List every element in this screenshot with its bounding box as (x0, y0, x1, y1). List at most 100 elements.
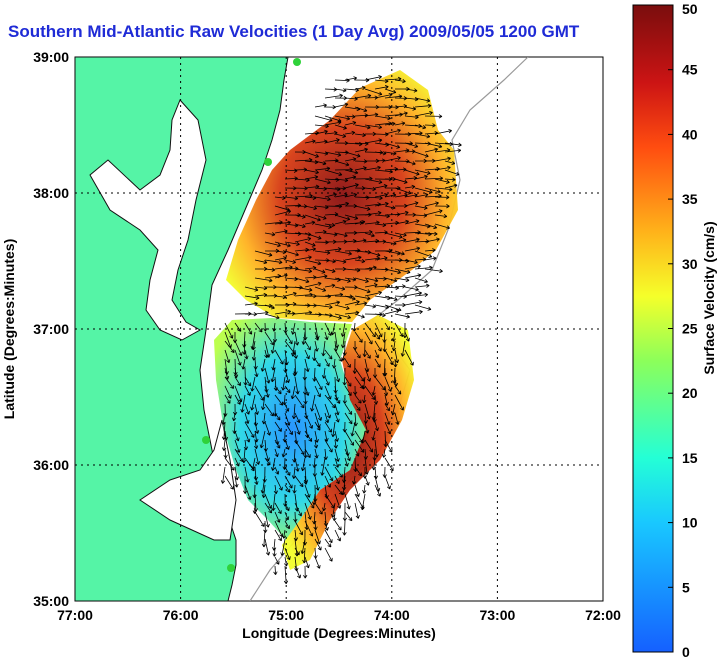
velocity-arrow (324, 403, 332, 419)
velocity-arrow (294, 565, 302, 579)
velocity-arrow (244, 349, 249, 360)
velocity-arrow (324, 358, 330, 367)
velocity-arrow (224, 340, 235, 354)
velocity-arrow (334, 493, 342, 509)
velocity-arrow (373, 394, 379, 405)
y-tick-label: 39:00 (33, 49, 69, 65)
velocity-arrow (344, 430, 355, 446)
velocity-arrow (391, 340, 397, 352)
velocity-arrow (354, 147, 368, 153)
velocity-arrow (274, 556, 280, 565)
velocity-arrow (424, 268, 443, 274)
velocity-arrow (334, 403, 340, 416)
velocity-arrow (354, 277, 369, 284)
velocity-arrow (264, 511, 270, 528)
velocity-arrow (290, 385, 296, 400)
velocity-arrow (304, 139, 316, 144)
velocity-arrow (274, 421, 282, 432)
velocity-arrow (384, 412, 391, 425)
velocity-arrow (260, 358, 266, 372)
velocity-arrow (404, 286, 419, 292)
velocity-arrow (292, 448, 297, 463)
velocity-arrow (234, 322, 242, 332)
velocity-arrow (424, 176, 444, 181)
velocity-arrow (270, 457, 276, 471)
velocity-arrow (280, 538, 286, 556)
velocity-arrow (394, 178, 408, 184)
velocity-arrow (364, 475, 370, 486)
velocity-arrow (291, 340, 296, 357)
velocity-arrow (434, 165, 451, 171)
velocity-arrow (304, 520, 314, 537)
velocity-arrow (354, 313, 365, 319)
velocity-arrow (224, 349, 231, 364)
velocity-arrow (334, 367, 341, 383)
velocity-arrow (224, 322, 234, 339)
velocity-arrow (384, 205, 396, 210)
velocity-arrow (274, 511, 281, 523)
velocity-arrow (354, 286, 371, 294)
velocity-arrow (261, 394, 266, 411)
velocity-arrow (244, 376, 252, 387)
velocity-arrow (334, 394, 341, 404)
velocity-arrow (264, 502, 273, 514)
velocity-arrow (334, 412, 340, 423)
velocity-arrow (384, 142, 401, 149)
velocity-arrow (294, 421, 301, 435)
velocity-arrow (223, 448, 228, 459)
velocity-arrow (314, 556, 321, 569)
velocity-arrow (244, 322, 253, 335)
velocity-arrow (394, 268, 411, 274)
velocity-arrow (414, 110, 433, 117)
velocity-arrow (274, 466, 280, 475)
velocity-arrow (244, 295, 260, 300)
velocity-arrow (344, 169, 359, 175)
x-tick-label: 77:00 (57, 607, 93, 623)
velocity-arrow (394, 232, 407, 237)
velocity-arrow (324, 385, 332, 400)
velocity-arrow (314, 178, 331, 185)
velocity-arrow (334, 294, 354, 299)
velocity-arrow (314, 331, 320, 341)
velocity-arrow (393, 376, 399, 387)
velocity-arrow (344, 493, 351, 510)
station-marker (264, 158, 272, 166)
velocity-arrow (342, 502, 348, 522)
velocity-arrow (354, 394, 362, 404)
velocity-arrow (374, 201, 389, 207)
velocity-arrow (344, 192, 358, 198)
velocity-arrow (284, 367, 291, 384)
velocity-arrow (284, 291, 297, 297)
velocity-arrow (354, 166, 367, 171)
velocity-arrow (344, 376, 352, 387)
velocity-arrow (314, 448, 319, 459)
velocity-arrow (354, 258, 366, 264)
velocity-arrow (374, 313, 386, 318)
velocity-arrow (324, 421, 332, 433)
velocity-arrow (362, 340, 367, 357)
velocity-arrow (324, 538, 332, 548)
colorbar-tick-label: 15 (682, 450, 698, 466)
velocity-arrow (244, 286, 259, 292)
velocity-arrow (304, 484, 311, 498)
velocity-arrow (404, 291, 422, 297)
velocity-arrow (384, 309, 400, 315)
velocity-arrow (324, 394, 336, 409)
velocity-arrow (353, 385, 358, 396)
velocity-arrow (364, 186, 376, 192)
velocity-arrow (284, 241, 300, 247)
velocity-arrow (384, 295, 398, 302)
velocity-arrow (404, 259, 418, 265)
velocity-arrow (291, 403, 297, 420)
velocity-arrow (424, 223, 438, 230)
velocity-arrow (294, 457, 300, 472)
velocity-arrow (270, 340, 276, 354)
velocity-arrow (294, 475, 304, 488)
velocity-arrow (414, 192, 429, 198)
velocity-arrow (394, 210, 409, 216)
velocity-arrow (352, 475, 357, 485)
y-tick-label: 38:00 (33, 185, 69, 201)
velocity-arrow (434, 156, 451, 162)
velocity-arrow (444, 160, 456, 165)
velocity-arrow (234, 430, 240, 442)
